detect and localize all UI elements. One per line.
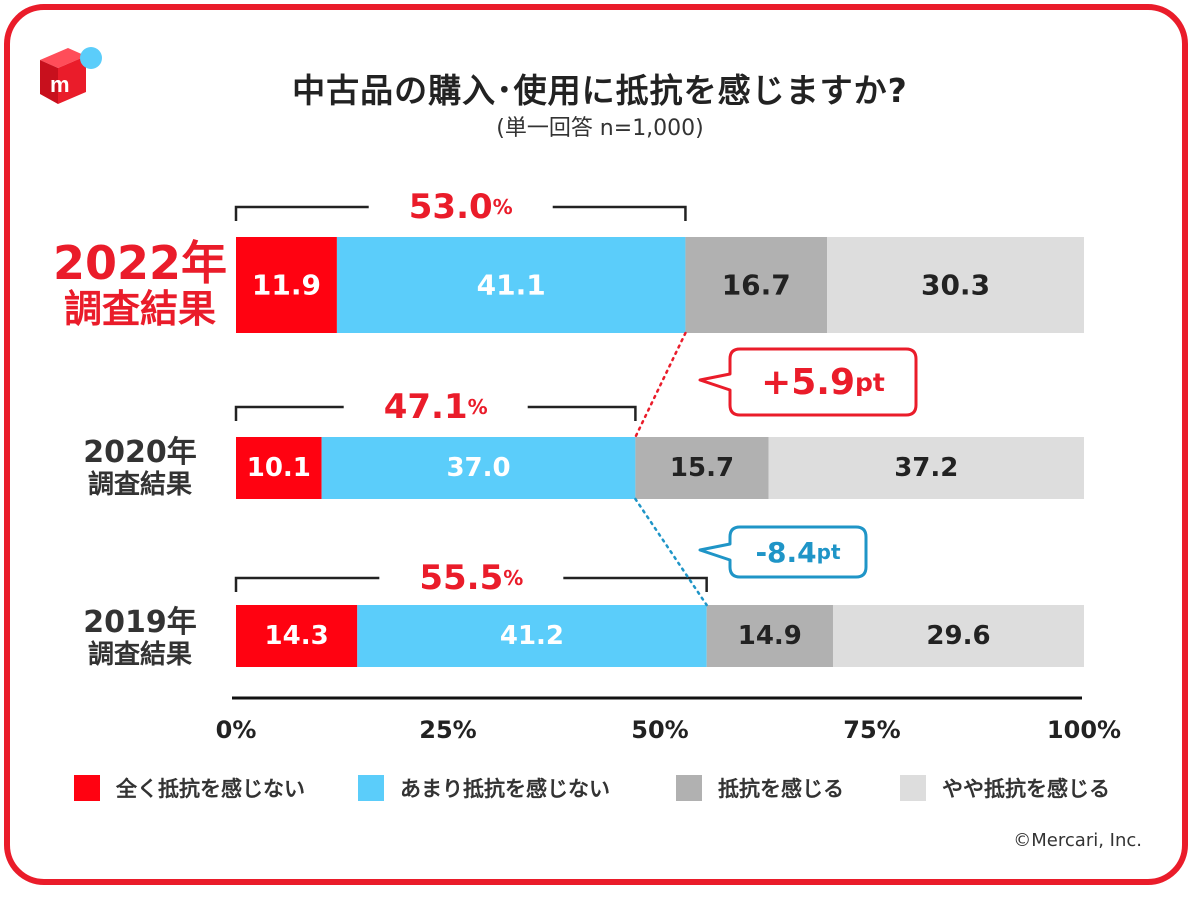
row-label-2022: 2022年 調査結果 xyxy=(50,238,230,330)
legend-swatch xyxy=(676,775,702,801)
bar-segment-feel xyxy=(635,437,769,499)
total-bracket xyxy=(234,205,687,221)
row-year: 2019年 xyxy=(83,605,197,640)
row-caption: 調査結果 xyxy=(87,470,192,500)
bar-value-label: 10.1 xyxy=(247,453,311,483)
legend-swatch xyxy=(74,775,100,801)
bar-segment-not-at-all xyxy=(236,237,337,333)
bar-segment-feel xyxy=(685,237,828,333)
total-percent-label: 55.5% xyxy=(419,558,523,598)
bar-segment-not-much xyxy=(336,237,686,333)
bar-value-label: 30.3 xyxy=(921,269,990,302)
change-connector-red xyxy=(634,331,687,439)
bar-segment-not-much xyxy=(321,437,636,499)
x-tick-label: 100% xyxy=(1047,716,1121,744)
change-callout-box xyxy=(698,347,918,417)
bar-value-label: 37.0 xyxy=(446,453,510,483)
x-tick-label: 75% xyxy=(843,716,900,744)
svg-text:m: m xyxy=(50,72,70,97)
legend-item-not-at-all: 全く抵抗を感じない xyxy=(74,772,305,804)
bar-segment-feel xyxy=(706,605,833,667)
bar-value-label: 41.2 xyxy=(500,621,564,651)
bar-value-label: 11.9 xyxy=(252,269,321,302)
legend-swatch xyxy=(900,775,926,801)
bar-segment-not-at-all xyxy=(236,605,358,667)
bar-value-label: 14.3 xyxy=(265,621,329,651)
legend-label: やや抵抗を感じる xyxy=(942,777,1110,801)
legend-item-somewhat: やや抵抗を感じる xyxy=(900,772,1110,804)
total-bracket xyxy=(234,576,708,592)
row-year: 2022年 xyxy=(52,236,228,290)
change-callout-label: -8.4pt xyxy=(755,536,841,569)
legend-item-not-much: あまり抵抗を感じない xyxy=(358,772,610,804)
bar-segment-somewhat xyxy=(827,237,1084,333)
chart-subtitle: (単一回答 n=1,000) xyxy=(496,116,704,141)
bar-value-label: 29.6 xyxy=(926,621,990,651)
bar-segment-not-much xyxy=(357,605,707,667)
x-tick-label: 50% xyxy=(631,716,688,744)
bar-segment-not-at-all xyxy=(236,437,322,499)
bar-value-label: 16.7 xyxy=(722,269,791,302)
legend-item-feel: 抵抗を感じる xyxy=(676,772,844,804)
total-bracket xyxy=(234,405,637,421)
x-tick-label: 0% xyxy=(216,716,257,744)
row-label-2019: 2019年 調査結果 xyxy=(50,605,230,671)
x-tick-label: 25% xyxy=(419,716,476,744)
bar-value-label: 15.7 xyxy=(670,453,734,483)
change-connector-blue xyxy=(634,497,708,607)
mercari-box-icon: m xyxy=(40,47,102,104)
legend-label: あまり抵抗を感じない xyxy=(400,777,610,801)
legend-label: 抵抗を感じる xyxy=(718,777,844,801)
change-callout-label: +5.9pt xyxy=(761,362,885,403)
change-callout-box xyxy=(698,525,868,579)
bar-value-label: 14.9 xyxy=(738,621,802,651)
row-caption: 調査結果 xyxy=(87,640,192,670)
bar-segment-somewhat xyxy=(768,437,1084,499)
card-frame xyxy=(4,4,1188,885)
legend-swatch xyxy=(358,775,384,801)
row-label-2020: 2020年 調査結果 xyxy=(50,435,230,501)
total-percent-label: 53.0% xyxy=(409,187,513,227)
bar-value-label: 41.1 xyxy=(477,269,546,302)
row-year: 2020年 xyxy=(83,435,197,470)
copyright: ©Mercari, Inc. xyxy=(1013,830,1142,851)
chart-title: 中古品の購入･使用に抵抗を感じますか? xyxy=(292,71,908,110)
legend-label: 全く抵抗を感じない xyxy=(116,777,305,801)
row-caption: 調査結果 xyxy=(63,287,216,331)
legend: 全く抵抗を感じない あまり抵抗を感じない 抵抗を感じる やや抵抗を感じる xyxy=(74,772,1154,804)
bar-value-label: 37.2 xyxy=(894,453,958,483)
bar-segment-somewhat xyxy=(832,605,1084,667)
total-percent-label: 47.1% xyxy=(384,387,488,427)
